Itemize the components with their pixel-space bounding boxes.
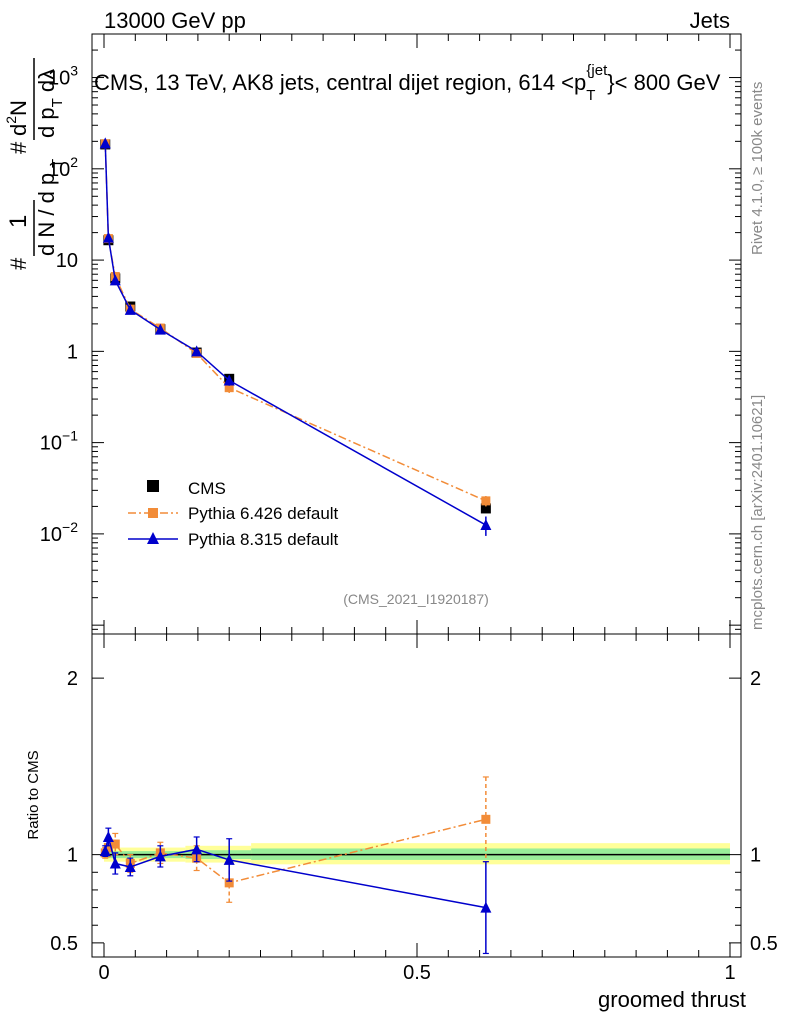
- y-tick-label: 1: [67, 341, 78, 363]
- ratio-pythia8-point: [223, 853, 235, 865]
- side-text-rivet: Rivet 4.1.0, ≥ 100k events: [749, 82, 766, 255]
- ylabel-num2: d2N: [3, 100, 31, 136]
- legend: CMS Pythia 6.426 default Pythia 8.315 de…: [128, 479, 339, 549]
- ratio-y-tick-label-left: 2: [67, 668, 78, 690]
- ratio-pythia6-point: [224, 878, 234, 888]
- series-2: [99, 137, 492, 536]
- ratio-pythia8-point: [99, 845, 111, 857]
- ratio-pythia8-point: [480, 901, 492, 913]
- chart-title-close: }: [607, 70, 614, 95]
- ratio-y-tick-label-left: 1: [67, 845, 78, 867]
- ratio-y-tick-label-right: 2: [750, 668, 761, 690]
- chart-title: CMS, 13 TeV, AK8 jets, central dijet reg…: [94, 62, 721, 104]
- ylabel-num: 1: [5, 215, 32, 228]
- chart-title-prefix: CMS, 13 TeV, AK8 jets, central dijet reg…: [94, 70, 586, 95]
- pythia8-point: [99, 137, 111, 149]
- ratio-y-tick-label-right: 1: [750, 845, 761, 867]
- chart-title-sup: {jet: [586, 62, 608, 79]
- pythia8-point: [191, 345, 203, 357]
- ylabel-hash2: #: [6, 141, 31, 154]
- ylabel-den: d N / d p: [34, 173, 59, 256]
- ratio-ylabel: Ratio to CMS: [25, 750, 42, 839]
- pythia8-point: [109, 274, 121, 286]
- energy-label: 13000 GeV pp: [104, 8, 246, 33]
- pythia8-point: [223, 374, 235, 386]
- ratio-pythia8-point: [124, 860, 136, 872]
- cms-point: [480, 503, 491, 514]
- ratio-pythia8-point: [102, 830, 114, 842]
- ylabel-hash: #: [6, 257, 31, 270]
- ratio-pythia6-point: [103, 843, 113, 853]
- ratio-pythia6-point: [110, 839, 120, 849]
- x-tick-label: 0: [98, 962, 109, 984]
- ratio-y-tick-label-left: 0.5: [50, 933, 78, 955]
- main-series: [99, 137, 492, 536]
- ratio-series: [99, 776, 492, 955]
- chart-title-suffix: < 800 GeV: [615, 70, 721, 95]
- analysis-id: (CMS_2021_I1920187): [343, 591, 489, 607]
- y-axis-label: # 1 d N / d p T # d2N d pT dλ: [3, 58, 66, 270]
- ratio-series-1: [99, 827, 492, 955]
- legend-label-pythia6: Pythia 6.426 default: [188, 504, 339, 523]
- ratio-pythia8-point: [109, 857, 121, 869]
- legend-marker-cms: [147, 480, 159, 492]
- y-tick-label: 10: [56, 250, 78, 272]
- ylabel-den2: d pT dλ: [34, 69, 66, 138]
- x-tick-label: 1: [724, 962, 735, 984]
- y-tick-label: 10−2: [40, 519, 78, 546]
- pythia8-point: [102, 231, 114, 243]
- chart-title-sub: T: [586, 87, 595, 104]
- ratio-plot-frame: [91, 633, 742, 958]
- x-tick-label: 0.5: [403, 962, 431, 984]
- main-y-axis: 10−2 10−1 1 10 102 103: [40, 33, 741, 635]
- pythia6-point: [481, 496, 491, 506]
- ratio-series-0: [100, 776, 491, 903]
- series-line: [104, 143, 487, 526]
- ratio-pythia8-point: [154, 850, 166, 862]
- y-tick-label: 102: [48, 154, 78, 181]
- pythia8-point: [480, 519, 492, 531]
- series-1: [100, 139, 491, 507]
- ratio-frame-rect: [91, 633, 742, 958]
- x-axis: 0 0.5 1: [98, 34, 736, 984]
- legend-label-pythia8: Pythia 8.315 default: [188, 530, 339, 549]
- ylabel-den-sub: T: [49, 159, 66, 168]
- pythia8-point: [124, 303, 136, 315]
- ratio-pythia8-point: [191, 843, 203, 855]
- ratio-y-tick-label-right: 0.5: [750, 933, 778, 955]
- y-tick-label: 10−1: [40, 428, 78, 455]
- series-line: [104, 143, 487, 502]
- pythia8-point: [154, 323, 166, 335]
- ratio-y-axis: 0.5 0.5 1 1 2 2: [50, 668, 778, 955]
- pythia6-point: [224, 383, 234, 393]
- legend-marker-pythia8: [147, 532, 159, 544]
- ratio-pythia6-point: [481, 814, 491, 824]
- side-text-source: mcplots.cern.ch [arXiv:2401.10621]: [749, 395, 766, 630]
- x-axis-label: groomed thrust: [598, 987, 746, 1012]
- legend-marker-pythia6: [148, 508, 158, 518]
- category-label: Jets: [690, 8, 730, 33]
- legend-label-cms: CMS: [188, 479, 226, 498]
- y-tick-label: 103: [48, 63, 78, 90]
